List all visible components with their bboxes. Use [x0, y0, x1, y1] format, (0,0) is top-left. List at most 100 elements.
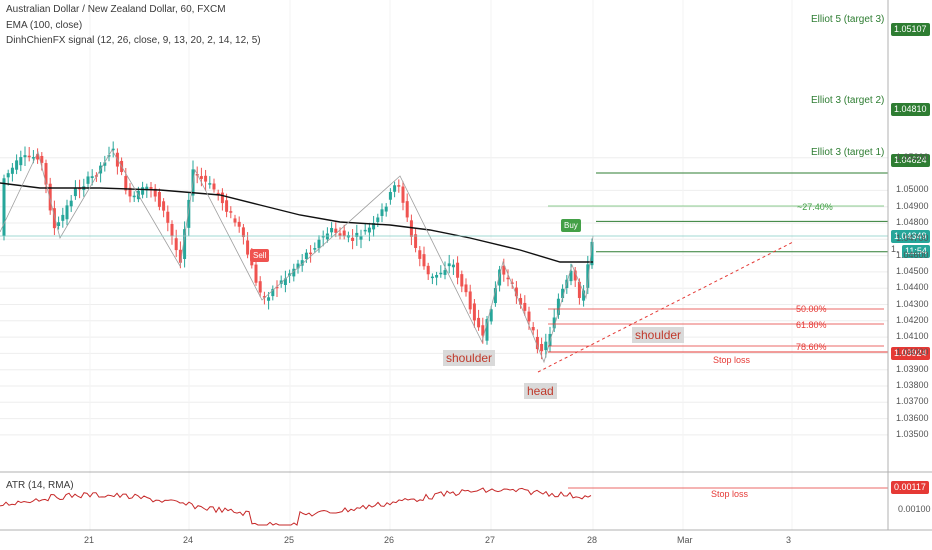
chart-grid — [0, 0, 888, 530]
candle-body — [275, 286, 279, 289]
price-tick-label: 1.05000 — [896, 184, 929, 195]
candle-body — [590, 241, 594, 266]
candle-body — [351, 237, 355, 241]
candle-body — [405, 201, 409, 218]
candle-body — [456, 262, 460, 278]
price-tick-label: 1.04500 — [896, 265, 929, 276]
time-tick-label: 21 — [84, 535, 95, 545]
candle-body — [103, 162, 107, 166]
candle-body — [451, 264, 455, 268]
candle-body — [556, 298, 560, 315]
candle-body — [523, 302, 527, 311]
candle-body — [6, 173, 10, 178]
price-tick-label: 1.05200 — [896, 151, 929, 162]
candle-body — [132, 195, 136, 198]
candle-body — [426, 265, 430, 275]
candle-body — [573, 270, 577, 281]
candle-body — [502, 265, 506, 275]
fib-786-label: 78.60% — [796, 342, 827, 352]
head-label: head — [524, 383, 557, 399]
candle-body — [422, 254, 426, 267]
candle-body — [220, 192, 224, 204]
candle-body — [309, 252, 313, 255]
candle-body — [208, 183, 212, 185]
candle-body — [304, 252, 308, 260]
candle-body — [582, 290, 586, 301]
candle-body — [141, 187, 145, 195]
candle-body — [460, 274, 464, 287]
stop-loss-label: Stop loss — [713, 355, 751, 365]
candle-body — [10, 167, 14, 174]
fib-50-label: 50.00% — [796, 304, 827, 314]
chart-axes — [0, 0, 932, 531]
time-tick-label: 3 — [786, 535, 792, 545]
candle-body — [418, 250, 422, 259]
price-tick-label: 1.04300 — [896, 298, 929, 309]
candle-body — [225, 200, 229, 212]
candle-body — [430, 276, 434, 279]
price-tick-label: 1.03800 — [896, 380, 929, 390]
candle-body — [569, 270, 573, 282]
candle-body — [519, 297, 523, 305]
candle-body — [258, 281, 262, 293]
price-tick-label: 1.04600 — [896, 249, 929, 260]
candle-body — [540, 344, 544, 352]
candle-body — [31, 157, 35, 159]
candle-body — [397, 185, 401, 187]
current-price-badge: 1.04349 — [891, 230, 930, 243]
candle-body — [292, 268, 296, 277]
target-2-price-badge: 1.04810 — [891, 103, 930, 116]
candle-body — [15, 160, 19, 170]
candle-body — [19, 157, 23, 166]
ema-legend: EMA (100, close) — [6, 20, 83, 31]
candle-body — [296, 263, 300, 269]
signal-zigzag — [0, 149, 594, 364]
target-2-label: Elliot 3 (target 2) — [811, 95, 885, 106]
candle-body — [216, 192, 220, 196]
chart-title: Australian Dollar / New Zealand Dollar, … — [6, 4, 226, 15]
target-3-label: Elliot 5 (target 3) — [811, 14, 885, 25]
atr-line — [0, 487, 592, 526]
atr-legend: ATR (14, RMA) — [6, 480, 74, 491]
ema-line — [0, 182, 593, 263]
candle-body — [363, 229, 367, 232]
atr-stop-loss-label: Stop loss — [711, 489, 749, 499]
candle-body — [334, 228, 338, 233]
atr-tick-label: 0.00100 — [898, 504, 931, 514]
left-shoulder-label: shoulder — [443, 350, 496, 366]
candle-body — [237, 221, 241, 227]
candle-body — [506, 277, 510, 280]
candle-body — [493, 288, 497, 304]
atr-value-badge: 0.00117 — [891, 481, 929, 494]
price-axis-cut-label: 1. — [891, 244, 899, 254]
candle-body — [254, 264, 258, 283]
price-tick-label: 1.04800 — [896, 217, 929, 227]
candle-body — [40, 155, 44, 163]
candle-body — [69, 200, 73, 207]
price-tick-label: 1.03500 — [896, 428, 929, 439]
candle-body — [544, 341, 548, 351]
target-1-label: Elliot 3 (target 1) — [811, 147, 885, 158]
candle-body — [514, 287, 518, 297]
candle-body — [531, 326, 535, 331]
candle-body — [330, 227, 334, 233]
candle-body — [279, 280, 283, 284]
price-tick-label: 1.03700 — [896, 396, 929, 407]
candle-body — [271, 288, 275, 297]
sell-signal: Sell — [250, 249, 270, 262]
time-tick-label: 28 — [587, 535, 598, 545]
candle-body — [376, 217, 380, 223]
candle-body — [149, 187, 153, 189]
candle-body — [212, 183, 216, 190]
candle-body — [162, 201, 166, 211]
candle-body — [283, 278, 287, 285]
candle-body — [325, 233, 329, 240]
candle-body — [48, 183, 52, 211]
fib-618-label: 61.80% — [796, 320, 827, 330]
candle-body — [313, 248, 317, 250]
chart-overlays — [0, 149, 888, 526]
target-3-price-badge: 1.05107 — [891, 23, 930, 36]
candle-body — [342, 230, 346, 237]
candle-body — [57, 222, 61, 227]
